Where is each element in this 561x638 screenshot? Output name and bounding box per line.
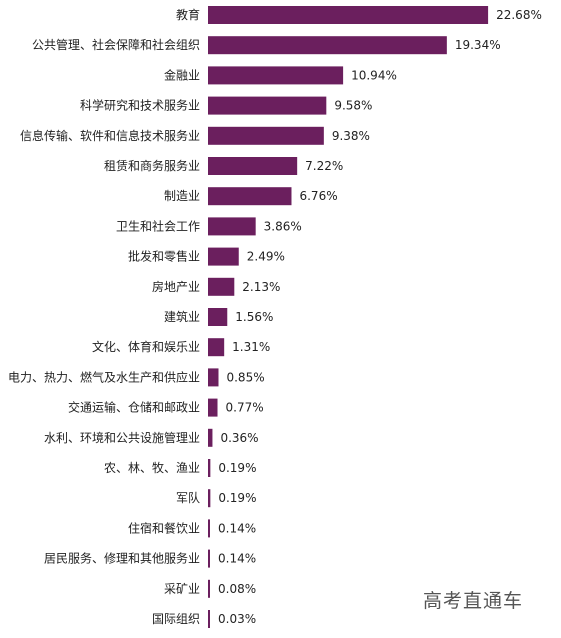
bar bbox=[208, 610, 210, 628]
value-label: 0.14% bbox=[218, 521, 256, 535]
category-label: 卫生和社会工作 bbox=[116, 218, 200, 233]
value-label: 0.85% bbox=[226, 370, 264, 384]
category-label: 科学研究和技术服务业 bbox=[80, 98, 200, 113]
value-label: 6.76% bbox=[299, 189, 337, 203]
value-label: 19.34% bbox=[455, 38, 501, 52]
bar bbox=[208, 489, 211, 508]
value-label: 3.86% bbox=[264, 219, 302, 233]
value-label: 1.31% bbox=[232, 340, 270, 354]
category-label: 国际组织 bbox=[152, 612, 200, 626]
value-label: 9.38% bbox=[332, 129, 370, 143]
category-label: 租赁和商务服务业 bbox=[104, 158, 200, 173]
category-label: 军队 bbox=[176, 490, 200, 505]
category-label: 金融业 bbox=[164, 67, 200, 82]
category-label: 公共管理、社会保障和社会组织 bbox=[32, 37, 200, 52]
category-label: 水利、环境和公共设施管理业 bbox=[44, 430, 200, 445]
value-label: 9.58% bbox=[334, 99, 372, 113]
category-label: 居民服务、修理和其他服务业 bbox=[44, 551, 200, 566]
bar bbox=[208, 459, 211, 477]
category-label: 建筑业 bbox=[164, 309, 200, 324]
value-label: 0.77% bbox=[226, 401, 264, 415]
bar bbox=[208, 579, 210, 598]
value-label: 0.03% bbox=[218, 612, 256, 626]
bar bbox=[208, 398, 218, 417]
value-label: 1.56% bbox=[235, 310, 273, 324]
bar bbox=[208, 157, 298, 175]
bar bbox=[208, 338, 225, 357]
bar bbox=[208, 247, 239, 266]
category-label: 批发和零售业 bbox=[128, 249, 200, 264]
category-label: 农、林、牧、渔业 bbox=[104, 461, 200, 475]
bar bbox=[208, 6, 489, 24]
bar bbox=[208, 36, 447, 55]
value-label: 0.19% bbox=[218, 461, 256, 475]
bar bbox=[208, 277, 235, 296]
value-label: 0.36% bbox=[220, 431, 258, 445]
bar bbox=[208, 96, 327, 115]
value-label: 22.68% bbox=[496, 8, 542, 22]
bar bbox=[208, 126, 324, 145]
category-label: 文化、体育和娱乐业 bbox=[92, 339, 200, 354]
category-label: 采矿业 bbox=[164, 582, 200, 596]
bar bbox=[208, 549, 210, 568]
value-label: 0.19% bbox=[218, 491, 256, 505]
bar bbox=[208, 428, 213, 447]
category-label: 交通运输、仓储和邮政业 bbox=[68, 400, 200, 415]
category-label: 电力、热力、燃气及水生产和供应业 bbox=[8, 369, 200, 384]
value-label: 2.49% bbox=[247, 250, 285, 264]
category-label: 教育 bbox=[176, 7, 200, 22]
category-label: 信息传输、软件和信息技术服务业 bbox=[20, 128, 200, 143]
category-label: 房地产业 bbox=[152, 279, 200, 294]
category-labels-group: 教育公共管理、社会保障和社会组织金融业科学研究和技术服务业信息传输、软件和信息技… bbox=[8, 7, 200, 626]
bar bbox=[208, 187, 292, 206]
value-label: 7.22% bbox=[305, 159, 343, 173]
value-labels-group: 22.68% 19.34% 10.94% 9.58% 9.38% 7.22% 6.76% 3.… bbox=[218, 8, 542, 626]
value-label: 0.08% bbox=[218, 582, 256, 596]
category-label: 住宿和餐饮业 bbox=[128, 520, 200, 535]
bar bbox=[208, 217, 256, 236]
value-label: 0.14% bbox=[218, 552, 256, 566]
category-label: 制造业 bbox=[164, 189, 200, 203]
value-label: 10.94% bbox=[351, 68, 397, 82]
bar bbox=[208, 519, 210, 538]
value-label: 2.13% bbox=[242, 280, 280, 294]
bar bbox=[208, 308, 228, 326]
bar bbox=[208, 66, 344, 85]
bars-group bbox=[208, 6, 489, 628]
bar bbox=[208, 368, 219, 387]
watermark-text: 高考直通车 bbox=[423, 590, 524, 612]
